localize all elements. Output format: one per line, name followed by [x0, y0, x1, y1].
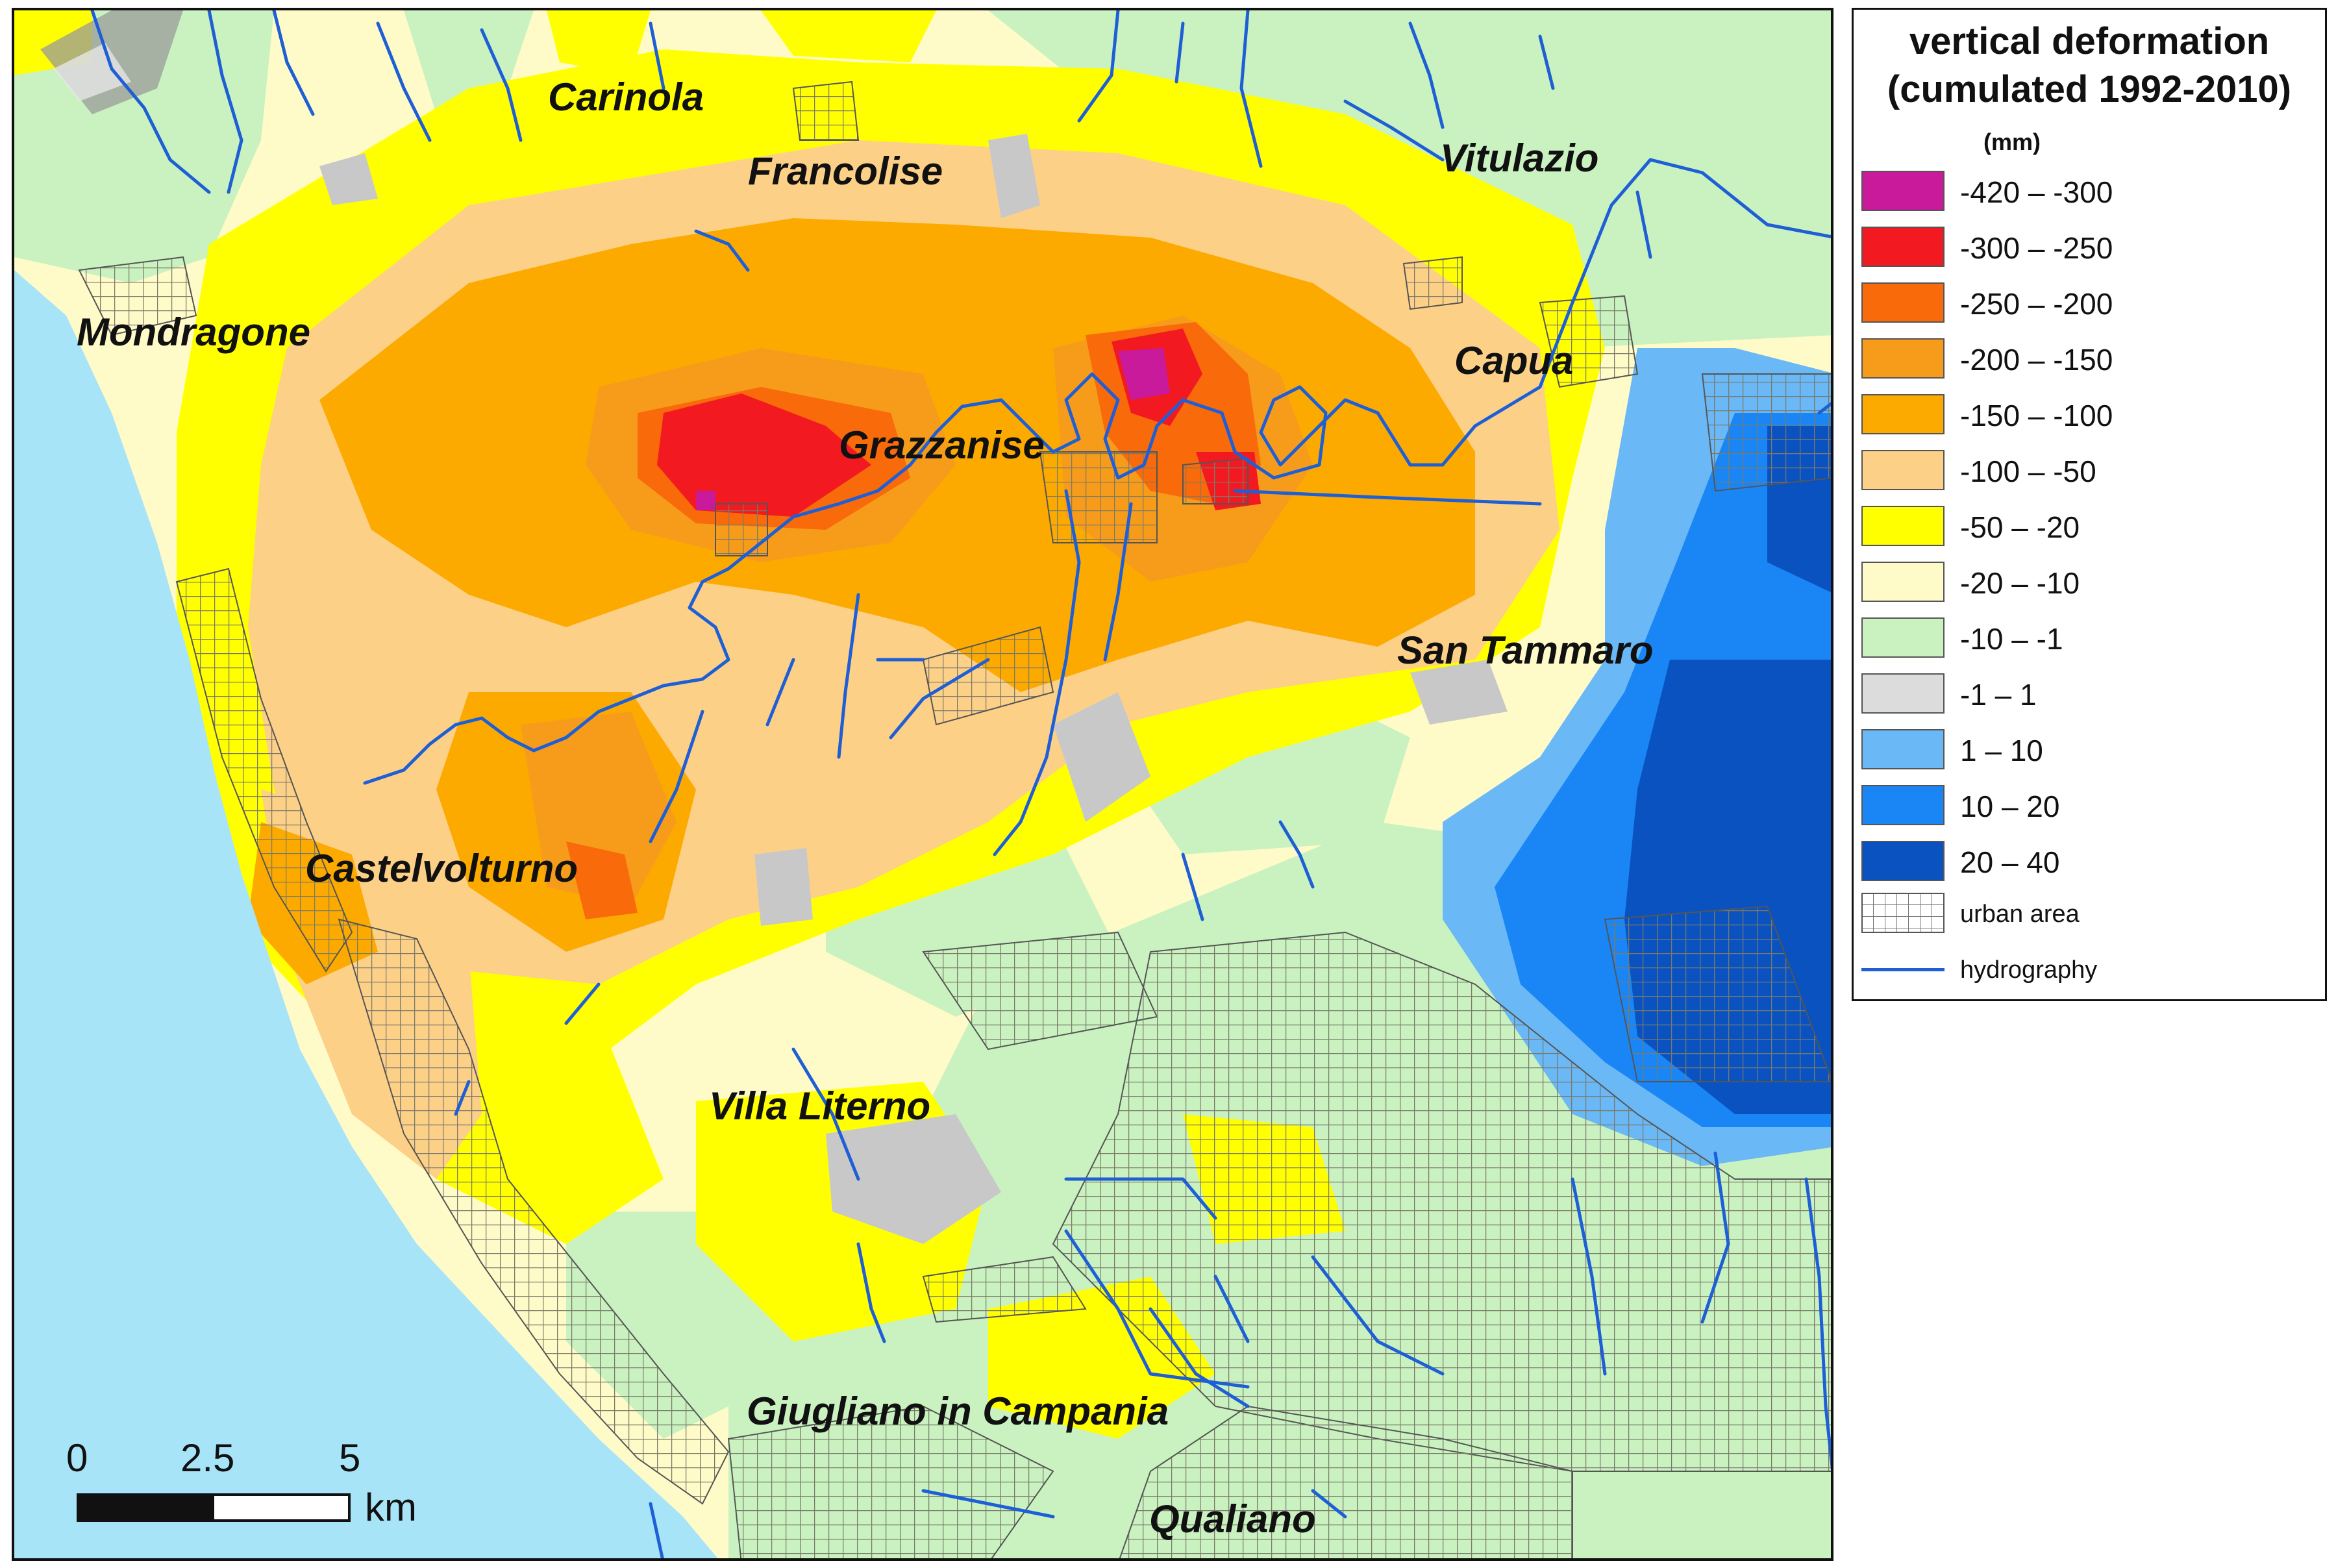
legend-class-row: -1 – 1: [1861, 673, 2316, 714]
legend-class-label: -200 – -150: [1960, 343, 2113, 377]
scale-tick-2-5: 2.5: [180, 1436, 235, 1480]
legend-class-label: -420 – -300: [1960, 175, 2113, 209]
legend-swatch: [1861, 673, 1945, 714]
legend-class-row: -200 – -150: [1861, 338, 2316, 379]
legend-panel: vertical deformation (cumulated 1992-201…: [1852, 8, 2327, 1001]
legend-class-label: -10 – -1: [1960, 622, 2063, 656]
legend-swatch: [1861, 617, 1945, 658]
urban-swatch: [1861, 893, 1945, 933]
legend-title-line1: vertical deformation: [1909, 20, 2270, 62]
legend-hydro-row: hydrography: [1861, 949, 2316, 989]
hydrography-line-icon: [1861, 968, 1945, 971]
legend-swatch: [1861, 394, 1945, 434]
place-grazzanise: Grazzanise: [839, 423, 1045, 467]
scale-bar-black: [78, 1495, 213, 1521]
legend-class-label: 10 – 20: [1960, 790, 2060, 823]
scale-bar: [77, 1493, 351, 1522]
hydrography-label: hydrography: [1960, 956, 2098, 984]
legend-swatch: [1861, 338, 1945, 379]
place-vitulazio: Vitulazio: [1440, 136, 1599, 180]
legend-class-row: 1 – 10: [1861, 729, 2316, 769]
magenta-zones: [696, 348, 1170, 510]
legend-class-label: -150 – -100: [1960, 399, 2113, 432]
place-carinola: Carinola: [548, 75, 704, 119]
place-san-tammaro: San Tammaro: [1397, 628, 1654, 672]
sea: [14, 270, 718, 1558]
legend-class-label: 1 – 10: [1960, 734, 2043, 767]
legend-class-row: -50 – -20: [1861, 506, 2316, 546]
legend-class-row: -10 – -1: [1861, 617, 2316, 658]
place-capua: Capua: [1454, 339, 1574, 382]
map-panel[interactable]: Carinola Francolise Vitulazio Mondragone…: [12, 8, 1833, 1561]
legend-class-label: -100 – -50: [1960, 454, 2096, 488]
legend-class-row: -100 – -50: [1861, 450, 2316, 490]
scale-tick-5: 5: [339, 1436, 361, 1480]
legend-swatch: [1861, 171, 1945, 211]
legend-class-label: -20 – -10: [1960, 566, 2080, 600]
legend-class-label: -50 – -20: [1960, 510, 2080, 544]
scale-bar-white: [212, 1493, 351, 1522]
legend-urban-row: urban area: [1861, 893, 2316, 933]
legend-class-label: -250 – -200: [1960, 287, 2113, 321]
legend-class-label: -300 – -250: [1960, 231, 2113, 265]
legend-class-row: -300 – -250: [1861, 227, 2316, 267]
legend-class-row: 20 – 40: [1861, 841, 2316, 881]
legend-swatch: [1861, 562, 1945, 602]
place-mondragone: Mondragone: [77, 310, 310, 354]
hillshade-area: [40, 10, 183, 114]
legend-title-line2: (cumulated 1992-2010): [1887, 68, 2292, 110]
legend-class-row: -150 – -100: [1861, 394, 2316, 434]
gray-zones: [319, 134, 1508, 1244]
hydrography: [90, 10, 1831, 1558]
legend-unit: (mm): [1983, 129, 2041, 155]
legend-class-label: -1 – 1: [1960, 678, 2037, 712]
place-giugliano-in-campania: Giugliano in Campania: [747, 1389, 1169, 1433]
legend-class-row: -20 – -10: [1861, 562, 2316, 602]
legend-swatch: [1861, 841, 1945, 881]
urban-label: urban area: [1960, 901, 2080, 928]
legend-swatch: [1861, 729, 1945, 769]
urban-areas: [78, 81, 1831, 1558]
legend-class-label: 20 – 40: [1960, 845, 2060, 879]
scale-tick-0: 0: [66, 1436, 88, 1480]
place-francolise: Francolise: [748, 149, 943, 193]
deformation-map: [14, 10, 1831, 1558]
legend-swatch: [1861, 506, 1945, 546]
place-castelvolturno: Castelvolturno: [305, 847, 578, 890]
legend-swatch: [1861, 227, 1945, 267]
legend-swatch: [1861, 785, 1945, 825]
legend-swatch: [1861, 282, 1945, 323]
legend-class-row: 10 – 20: [1861, 785, 2316, 825]
legend-class-row: -420 – -300: [1861, 171, 2316, 211]
legend-swatch: [1861, 450, 1945, 490]
scale-unit: km: [365, 1486, 417, 1529]
place-qualiano: Qualiano: [1149, 1497, 1316, 1541]
place-villa-literno: Villa Literno: [709, 1084, 931, 1128]
legend-class-row: -250 – -200: [1861, 282, 2316, 323]
